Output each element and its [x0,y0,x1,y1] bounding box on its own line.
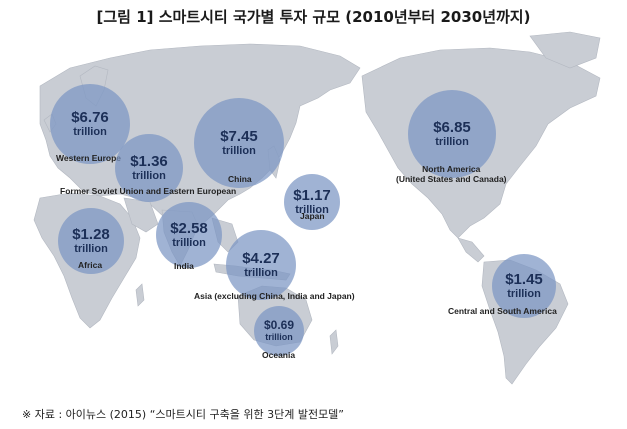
unit-japan: trillion [295,204,329,217]
unit-india: trillion [172,237,206,250]
unit-fsu: trillion [132,170,166,183]
source-note: ※ 자료 : 아이뉴스 (2015) “스마트시티 구축을 위한 3단계 발전모… [22,408,345,421]
label-japan: Japan [300,211,325,221]
bubble-asia: $4.27 trillion [226,230,296,300]
amount-south-america: $1.45 [505,270,543,288]
unit-oceania: trillion [265,331,293,342]
bubble-western-europe: $6.76 trillion [50,84,130,164]
label-india: India [174,261,194,271]
label-oceania: Oceania [262,350,296,360]
unit-china: trillion [222,145,256,158]
amount-oceania: $0.69 [263,318,295,333]
unit-south-america: trillion [507,288,541,301]
label-western-europe: Western Europe [56,153,122,163]
amount-north-america: $6.85 [433,118,471,136]
bubble-china: $7.45 trillion [194,98,284,188]
label-fsu: Former Soviet Union and Eastern European [60,186,237,196]
bubble-africa: $1.28 trillion [58,208,124,274]
bubble-japan: $1.17 trillion [284,174,340,230]
bubble-north-america: $6.85 trillion [408,90,496,178]
world-map: $6.76 trillion Western Europe $1.36 tril… [0,28,627,400]
amount-western-europe: $6.76 [71,108,109,126]
unit-north-america: trillion [435,136,469,149]
label-africa: Africa [78,260,103,270]
amount-asia: $4.27 [242,249,280,267]
label-china: China [228,174,252,184]
unit-asia: trillion [244,267,278,280]
amount-japan: $1.17 [293,186,331,204]
bubble-india: $2.58 trillion [156,202,222,268]
greenland-land [529,31,601,69]
bubble-fsu: $1.36 trillion [115,134,183,202]
central-america-land [457,237,485,263]
amount-india: $2.58 [170,219,208,237]
label-south-america: Central and South America [448,306,557,316]
amount-china: $7.45 [220,127,258,145]
unit-africa: trillion [74,243,108,256]
unit-western-europe: trillion [73,126,107,139]
new-zealand-land [329,329,339,355]
madagascar-land [135,283,145,307]
label-north-america: North America (United States and Canada) [396,164,507,184]
bubble-oceania: $0.69 trillion [254,306,304,356]
amount-fsu: $1.36 [130,152,168,170]
amount-africa: $1.28 [72,225,110,243]
bubble-south-america: $1.45 trillion [492,254,556,318]
figure-title: [그림 1] 스마트시티 국가별 투자 규모 (2010년부터 2030년까지) [96,8,531,26]
label-asia: Asia (excluding China, India and Japan) [194,291,355,301]
